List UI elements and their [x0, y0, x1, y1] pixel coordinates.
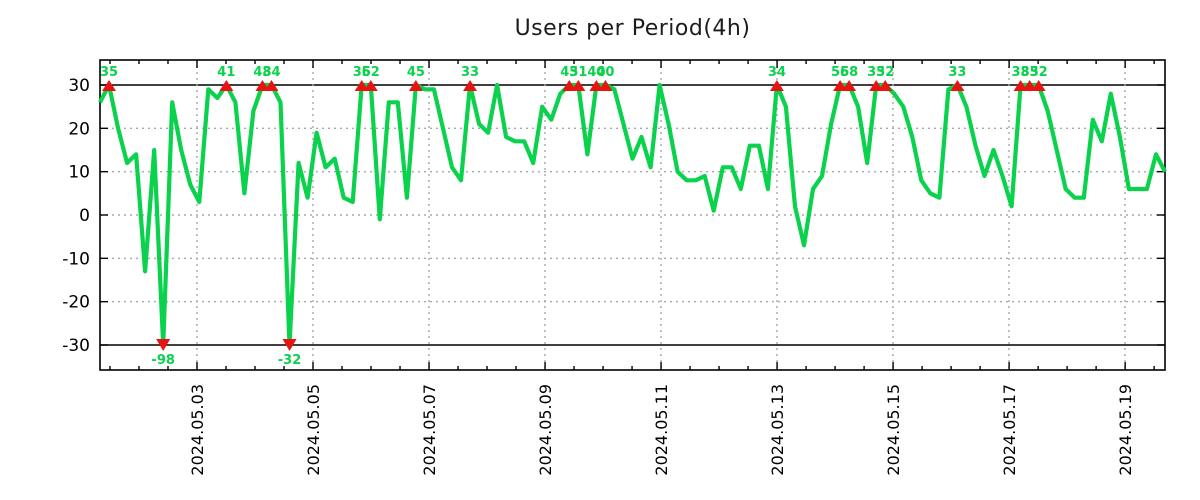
x-tick-label: 2024.05.07 — [420, 384, 439, 476]
peak-marker — [363, 80, 378, 91]
trough-marker — [282, 339, 297, 351]
series-line — [98, 82, 1167, 348]
plot-border — [99, 59, 1166, 371]
peak-value-label: 35 — [1021, 65, 1039, 80]
peak-marker — [1022, 80, 1037, 91]
peak-marker — [571, 80, 586, 91]
peak-value-label: 40 — [596, 65, 614, 80]
peak-value-label: 58 — [840, 65, 858, 80]
peak-marker — [769, 80, 784, 91]
peak-value-label: 31 — [569, 65, 587, 80]
chart-title: Users per Period(4h) — [514, 16, 751, 41]
trough-value-label: -32 — [278, 353, 302, 368]
y-tick-label: 0 — [79, 206, 90, 226]
peak-value-label: 52 — [876, 65, 894, 80]
peak-marker — [598, 80, 613, 91]
peak-value-label: 52 — [362, 65, 380, 80]
x-tick-label: 2024.05.05 — [304, 384, 323, 476]
peak-marker — [562, 80, 577, 91]
peak-value-label: 34 — [262, 65, 280, 80]
peak-marker — [878, 80, 893, 91]
peak-marker — [869, 80, 884, 91]
y-tick-label: -30 — [62, 336, 90, 356]
peak-marker — [102, 80, 117, 91]
peak-marker — [354, 80, 369, 91]
peak-value-label: 33 — [867, 65, 885, 80]
y-tick-label: -20 — [62, 293, 90, 313]
x-tick-label: 2024.05.03 — [188, 384, 207, 476]
peak-value-label: 40 — [587, 65, 605, 80]
peak-value-label: 56 — [831, 65, 849, 80]
trough-value-label: -98 — [151, 353, 175, 368]
peak-value-label: 34 — [768, 65, 786, 80]
x-tick-label: 2024.05.19 — [1116, 384, 1135, 476]
peak-value-label: 33 — [948, 65, 966, 80]
x-tick-label: 2024.05.17 — [1000, 384, 1019, 476]
peak-marker — [842, 80, 857, 91]
peak-marker — [833, 80, 848, 91]
peak-marker — [264, 80, 279, 91]
peak-marker — [1031, 80, 1046, 91]
x-tick-label: 2024.05.11 — [652, 384, 671, 476]
peak-value-label: 48 — [253, 65, 271, 80]
y-tick-label: 10 — [68, 163, 90, 183]
peak-marker — [1013, 80, 1028, 91]
x-tick-label: 2024.05.15 — [884, 384, 903, 476]
peak-marker — [589, 80, 604, 91]
peak-value-label: 38 — [1012, 65, 1030, 80]
y-tick-label: 20 — [68, 119, 90, 139]
peak-value-label: 45 — [407, 65, 425, 80]
peak-marker — [219, 80, 234, 91]
peak-value-label: 33 — [461, 65, 479, 80]
peak-marker — [463, 80, 478, 91]
y-tick-label: 30 — [68, 76, 90, 96]
peak-value-label: 35 — [100, 65, 118, 80]
x-tick-label: 2024.05.09 — [536, 384, 555, 476]
y-tick-label: -10 — [62, 249, 90, 269]
peak-marker — [255, 80, 270, 91]
peak-value-label: 32 — [1030, 65, 1048, 80]
trough-marker — [156, 339, 171, 351]
peak-value-label: 45 — [560, 65, 578, 80]
peak-value-label: 41 — [217, 65, 235, 80]
x-tick-label: 2024.05.13 — [768, 384, 787, 476]
peak-marker — [408, 80, 423, 91]
peak-marker — [950, 80, 965, 91]
peak-value-label: 36 — [353, 65, 371, 80]
